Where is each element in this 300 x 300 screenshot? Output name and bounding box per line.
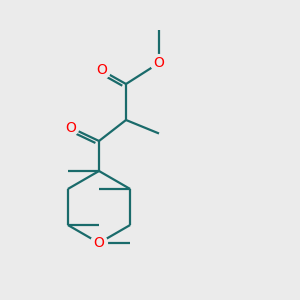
Circle shape <box>91 235 107 251</box>
Circle shape <box>62 119 79 136</box>
Circle shape <box>94 62 110 79</box>
Text: O: O <box>97 64 107 77</box>
Text: O: O <box>65 121 76 134</box>
Circle shape <box>151 55 167 71</box>
Text: O: O <box>154 56 164 70</box>
Text: O: O <box>94 236 104 250</box>
